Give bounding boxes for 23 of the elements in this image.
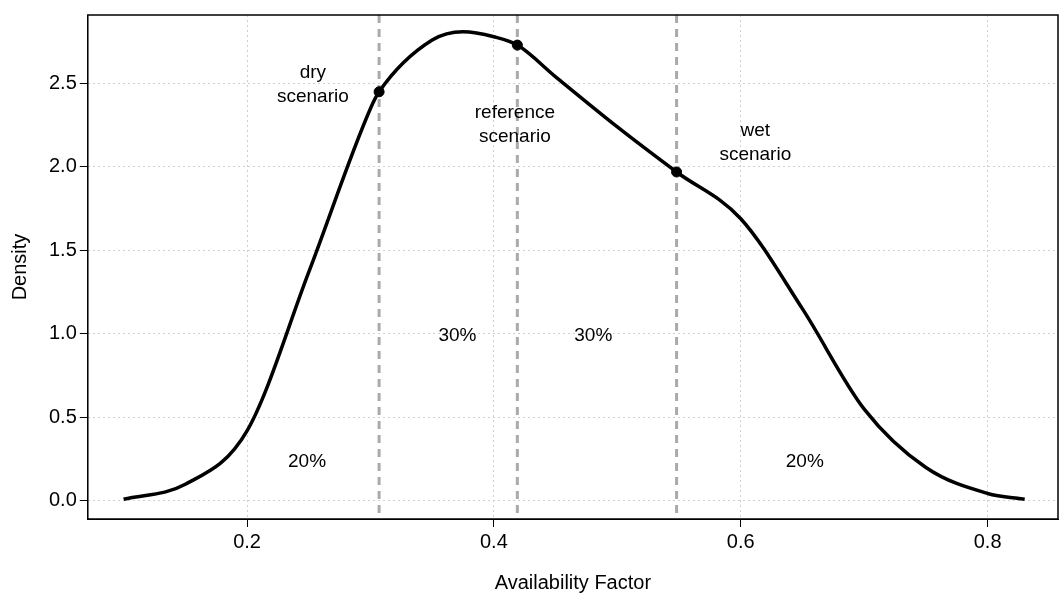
annotation: 30% xyxy=(438,324,477,346)
y-tick-label: 0.5 xyxy=(48,404,77,427)
annotation: wet scenario xyxy=(719,119,792,165)
point xyxy=(373,86,385,98)
annotation: 30% xyxy=(574,324,613,346)
x-tick-label: 0.4 xyxy=(480,529,508,552)
x-tick-label: 0.8 xyxy=(973,529,1002,552)
line-series xyxy=(121,29,1027,502)
x-tick-label: 0.6 xyxy=(726,529,755,552)
y-tick-label: 2.5 xyxy=(48,70,77,93)
x-axis-title: Availability Factor xyxy=(494,570,652,593)
y-axis-title: Density xyxy=(7,233,30,301)
annotation: dry scenario xyxy=(276,60,349,106)
point xyxy=(671,166,683,178)
point xyxy=(511,39,523,51)
annotation: reference scenario xyxy=(474,101,556,147)
x-tick-label: 0.2 xyxy=(233,529,261,552)
y-tick-label: 1.0 xyxy=(48,321,77,344)
y-tick-label: 1.5 xyxy=(48,237,77,260)
y-tick-label: 0.0 xyxy=(48,488,77,511)
annotation: 20% xyxy=(288,450,327,472)
y-tick-label: 2.0 xyxy=(48,154,77,177)
annotation: 20% xyxy=(785,450,824,472)
